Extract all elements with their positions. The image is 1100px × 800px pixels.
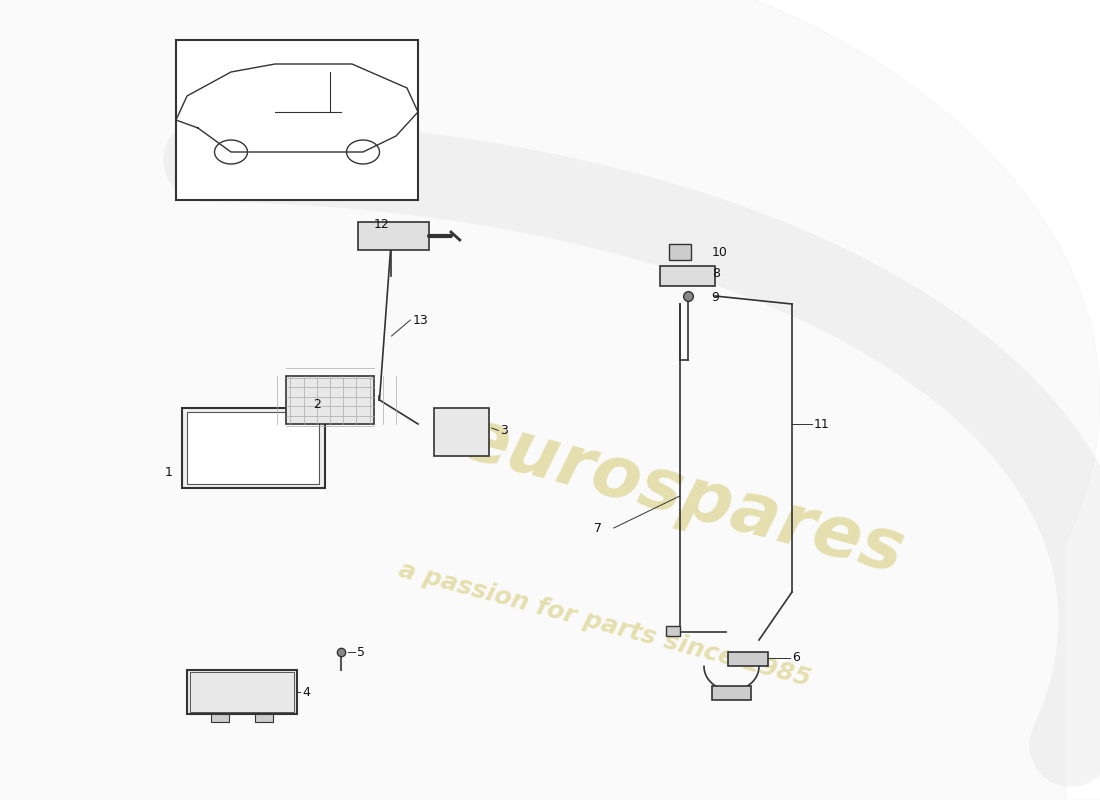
Text: 9: 9 (712, 291, 719, 304)
Bar (358, 222, 429, 250)
Text: 1: 1 (165, 466, 173, 478)
Bar (182, 408, 324, 488)
Bar (712, 686, 751, 700)
Bar (666, 626, 680, 636)
Bar (190, 672, 294, 712)
Text: 12: 12 (374, 218, 389, 230)
Bar (660, 266, 715, 286)
Text: 11: 11 (814, 418, 829, 430)
Text: 7: 7 (594, 522, 602, 534)
Text: 4: 4 (302, 686, 310, 698)
Bar (286, 376, 374, 424)
Bar (728, 652, 768, 666)
Text: 3: 3 (500, 424, 508, 437)
Text: a passion for parts since 1985: a passion for parts since 1985 (396, 558, 814, 690)
Bar (669, 244, 691, 260)
Text: 10: 10 (712, 246, 727, 258)
Bar (255, 714, 273, 722)
Bar (434, 408, 490, 456)
Bar (187, 412, 319, 484)
Text: 8: 8 (712, 267, 719, 280)
Bar (187, 670, 297, 714)
Text: 6: 6 (792, 651, 800, 664)
Text: eurospares: eurospares (452, 403, 912, 589)
Bar (176, 40, 418, 200)
Text: 2: 2 (314, 398, 321, 410)
Text: 13: 13 (412, 314, 428, 326)
Text: 5: 5 (358, 646, 365, 658)
Bar (211, 714, 229, 722)
